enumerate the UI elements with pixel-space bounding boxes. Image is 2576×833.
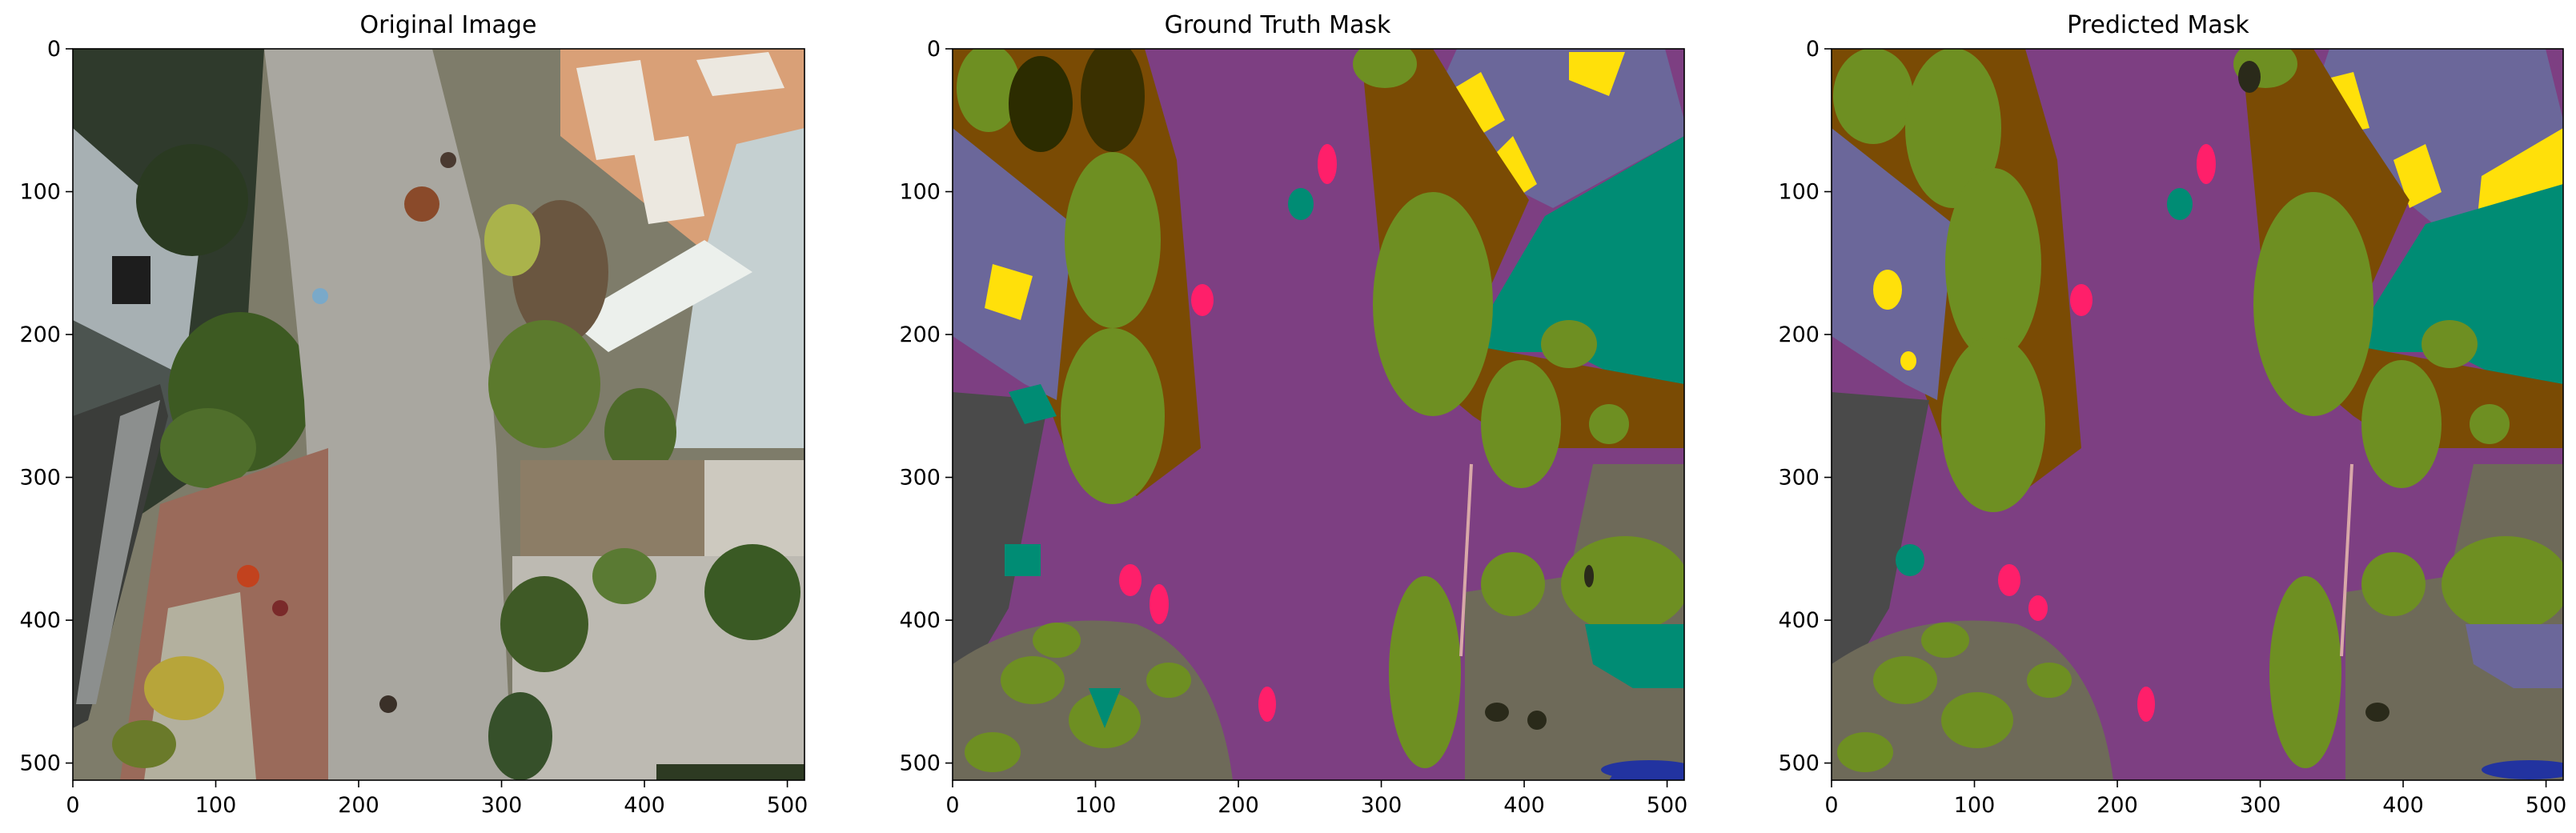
axes-frame — [72, 48, 805, 781]
y-tick-label: 200 — [19, 322, 61, 347]
y-tick-label: 300 — [19, 466, 61, 491]
x-tick-label: 500 — [1647, 793, 1688, 818]
y-tick-label: 100 — [1778, 180, 1820, 205]
x-tick-label: 100 — [195, 793, 237, 818]
y-tick-label: 300 — [899, 466, 941, 491]
original-photo — [73, 49, 804, 780]
x-tick-label: 0 — [945, 793, 959, 818]
x-tick-label: 200 — [338, 793, 379, 818]
y-tick-label: 0 — [927, 37, 941, 62]
x-tick-label: 400 — [624, 793, 665, 818]
y-tick-label: 0 — [47, 37, 61, 62]
x-tick-label: 400 — [2382, 793, 2424, 818]
axes-frame — [952, 48, 1685, 781]
x-tick-label: 100 — [1954, 793, 1996, 818]
y-tick-label: 300 — [1778, 466, 1820, 491]
y-tick-label: 100 — [899, 180, 941, 205]
panel-title: Original Image — [359, 11, 537, 39]
y-tick-label: 0 — [1806, 37, 1820, 62]
y-tick-label: 200 — [1778, 322, 1820, 347]
x-tick-label: 300 — [1361, 793, 1402, 818]
x-tick-label: 0 — [1824, 793, 1838, 818]
x-tick-label: 300 — [2240, 793, 2281, 818]
x-tick-label: 200 — [2097, 793, 2138, 818]
panel-title: Ground Truth Mask — [1164, 11, 1391, 39]
panel-ground-truth-mask: Ground Truth Mask — [873, 0, 1673, 833]
y-tick-label: 200 — [899, 322, 941, 347]
x-tick-label: 500 — [2526, 793, 2567, 818]
x-tick-label: 0 — [66, 793, 79, 818]
ground-truth-mask-image — [953, 49, 1684, 780]
y-tick-label: 500 — [19, 751, 61, 776]
y-tick-label: 400 — [899, 608, 941, 633]
y-tick-label: 400 — [1778, 608, 1820, 633]
x-tick-label: 100 — [1075, 793, 1117, 818]
y-tick-label: 500 — [1778, 751, 1820, 776]
axes-frame — [1831, 48, 2564, 781]
panel-title: Predicted Mask — [2067, 11, 2249, 39]
predicted-mask-image — [1832, 49, 2563, 780]
panel-original-image: Original Image — [0, 0, 800, 833]
y-tick-label: 500 — [899, 751, 941, 776]
x-tick-label: 500 — [767, 793, 809, 818]
x-tick-label: 400 — [1503, 793, 1545, 818]
x-tick-label: 300 — [481, 793, 523, 818]
y-tick-label: 100 — [19, 180, 61, 205]
y-tick-label: 400 — [19, 608, 61, 633]
panel-predicted-mask: Predicted Mask — [1751, 0, 2551, 833]
x-tick-label: 200 — [1218, 793, 1259, 818]
